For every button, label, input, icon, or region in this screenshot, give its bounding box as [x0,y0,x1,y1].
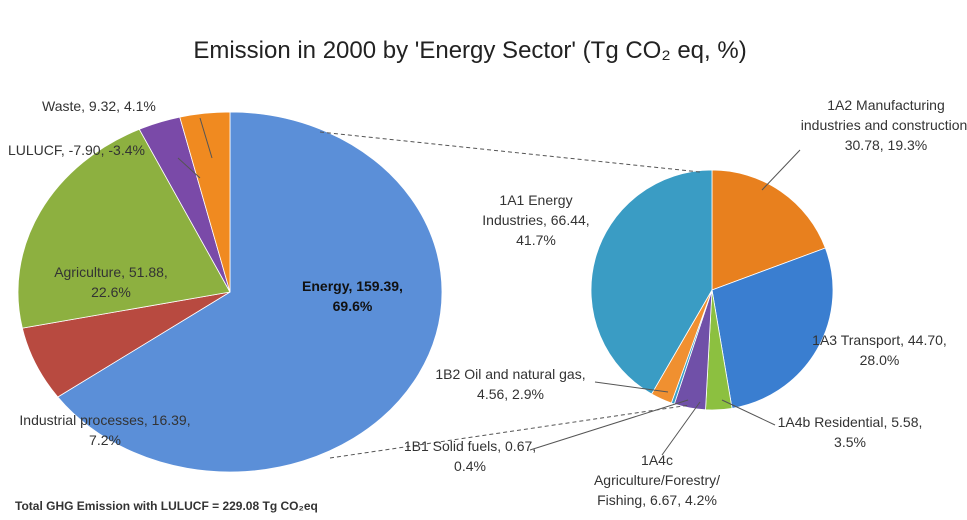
leader [199,117,213,159]
data-label: Agriculture, 51.88, 22.6% [54,264,168,300]
leader [761,149,801,191]
data-label: 1A3 Transport, 44.70, 28.0% [812,332,947,368]
pie-slice [711,247,834,409]
data-label: LULUCF, -7.90, -3.4% [8,142,145,158]
chart-title: Emission in 2000 by 'Energy Sector' (Tg … [193,37,746,64]
data-label: 1A2 Manufacturing industries and constru… [800,97,967,153]
leader [594,381,669,393]
leader-lines [177,117,801,459]
leader [661,401,701,456]
data-label: 1B1 Solid fuels, 0.67, 0.4% [403,438,537,474]
data-label: 1B2 Oil and natural gas, 4.56, 2.9% [435,366,586,402]
connector [329,404,691,459]
leader [721,399,776,426]
connector [319,131,701,173]
data-label: 1A1 Energy Industries, 66.44, 41.7% [482,192,590,248]
annotation: Total GHG Emission with LULUCF = 229.08 … [15,499,318,513]
data-label: Energy, 159.39, 69.6% [302,278,403,314]
data-label: 1A4c Agriculture/Forestry/ Fishing, 6.67… [593,452,721,508]
pie-slice [711,169,826,291]
pie-slice [17,128,231,329]
data-label: Waste, 9.32, 4.1% [42,98,156,114]
data-label: Industrial processes, 16.39, 7.2% [19,412,191,448]
pie-slice [57,111,443,473]
pie-slice [179,111,231,293]
pie-slice [590,169,713,395]
leader [177,157,201,179]
data-label: 1A4b Residential, 5.58, 3.5% [777,414,923,450]
leader [529,399,689,451]
